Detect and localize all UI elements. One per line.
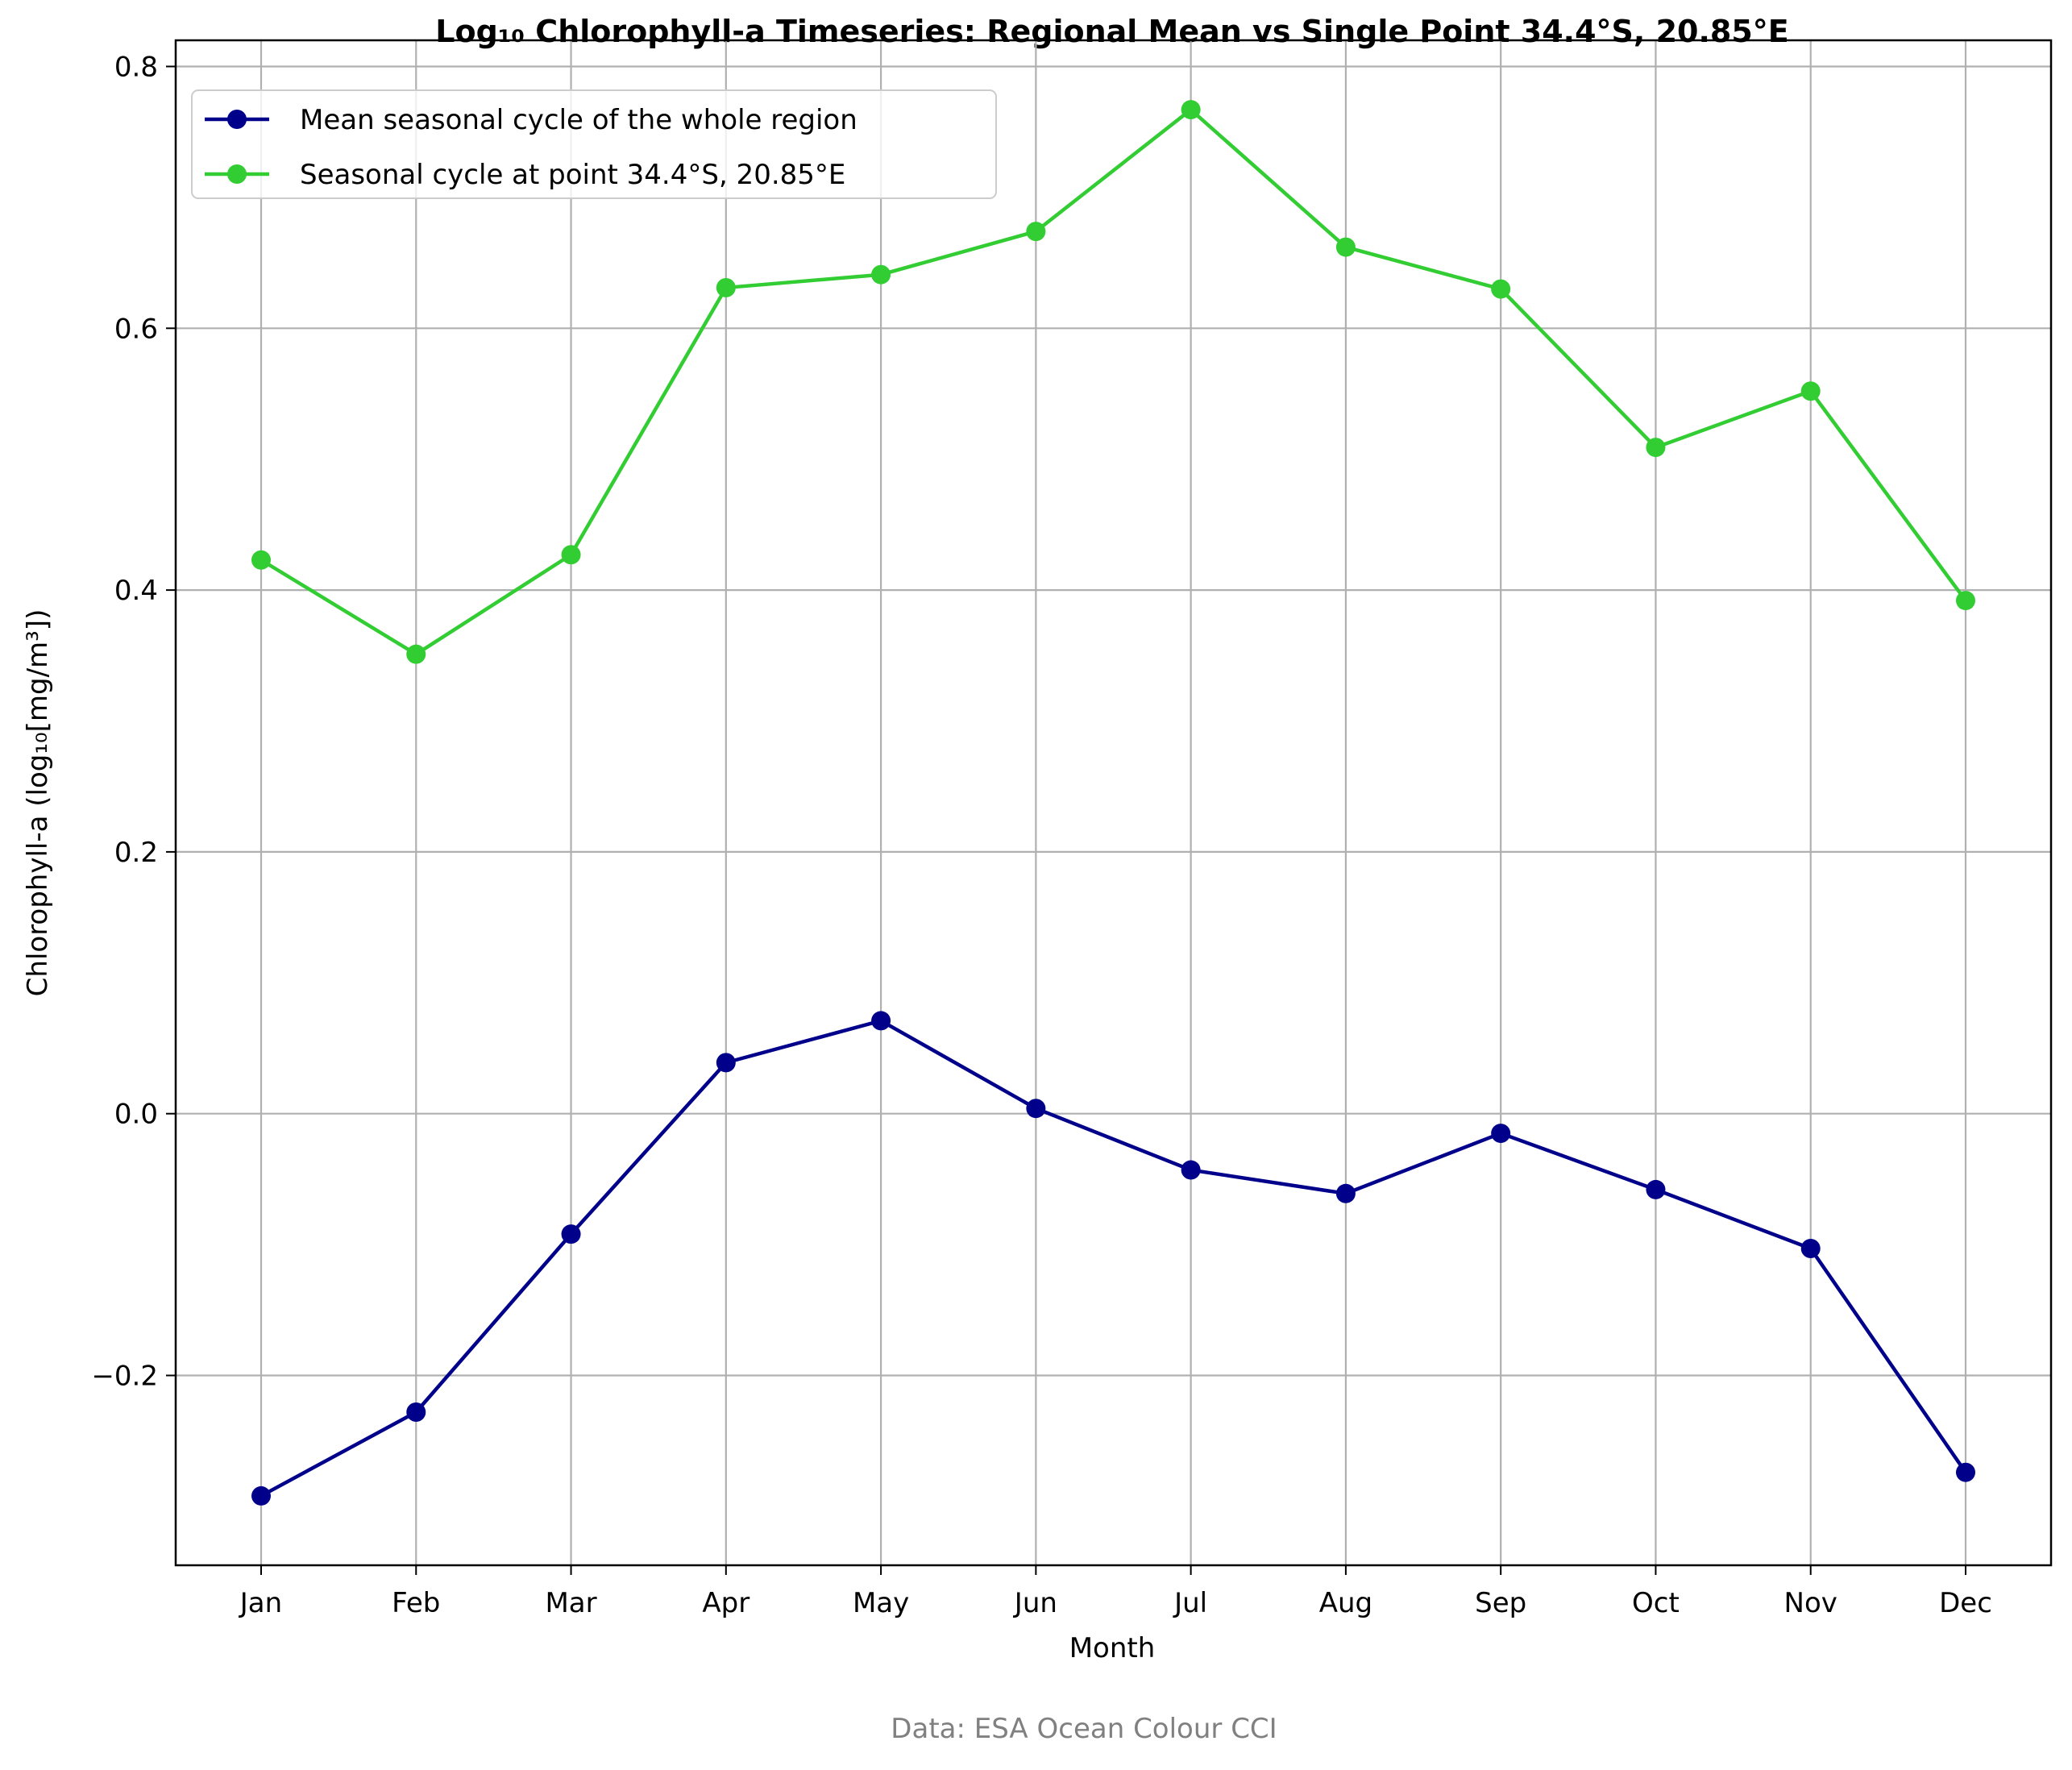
x-tick-label: Feb [392,1587,440,1619]
x-tick-label: Dec [1939,1587,1992,1619]
x-tick-label: Apr [702,1587,749,1619]
x-tick-label: Jun [1013,1587,1057,1619]
data-point [561,545,581,565]
data-point [1800,1238,1821,1258]
x-tick-label: Mar [545,1587,596,1619]
plot-frame [174,39,2053,1567]
y-tick-label: 0.2 [114,837,158,869]
data-point [1181,1160,1201,1180]
chart-title: Log₁₀ Chlorophyll-a Timeseries: Regional… [435,14,1788,49]
series-line-1 [260,1019,1967,1498]
data-point [716,277,736,297]
data-point [1646,1179,1666,1199]
data-point [1956,591,1975,611]
y-axis: −0.2 0.0 0.2 0.4 0.6 0.8 [91,51,176,1393]
y-tick-label: −0.2 [91,1361,158,1393]
data-point [871,1011,891,1031]
y-axis-label: Chlorophyll-a (log₁₀[mg/m³]) [22,609,54,997]
x-tick-label: Nov [1784,1587,1837,1619]
legend-entries: Mean seasonal cycle of the whole region S… [205,104,857,191]
legend-box [191,89,997,199]
data-point [561,1224,581,1244]
data-point [1491,279,1511,299]
data-point [1491,1124,1511,1144]
x-tick-label: Jul [1173,1587,1207,1619]
data-point [1956,1462,1975,1482]
y-tick-label: 0.8 [114,51,158,83]
legend: Mean seasonal cycle of the whole region S… [191,89,997,199]
data-point [1335,237,1356,257]
y-tick-label: 0.0 [114,1099,158,1131]
y-tick-label: 0.6 [114,313,158,345]
x-tick-label: May [853,1587,909,1619]
data-point [1181,100,1201,120]
data-point [406,644,426,664]
x-axis: Jan Feb Mar Apr May Jun Jul Aug Sep Oct Nov Dec [239,1565,1992,1619]
x-tick-label: Sep [1475,1587,1526,1619]
legend-marker [227,110,247,129]
y-tick-label: 0.4 [114,575,158,607]
data-point [1800,381,1821,401]
x-tick-label: Oct [1632,1587,1680,1619]
x-tick-label: Aug [1319,1587,1372,1619]
data-point [1335,1183,1356,1203]
data-point [251,1485,271,1506]
legend-label: Seasonal cycle at point 34.4°S, 20.85°E [300,159,845,191]
legend-label: Mean seasonal cycle of the whole region [300,104,857,136]
footnote: Data: ESA Ocean Colour CCI [891,1713,1277,1745]
data-point [716,1053,736,1073]
data-point [1646,438,1666,458]
series-line-2 [260,107,1967,656]
data-point [251,550,271,570]
x-tick-label: Jan [239,1587,282,1619]
data-point [871,264,891,285]
data-point [406,1402,426,1422]
legend-marker [227,164,247,184]
x-axis-label: Month [1069,1632,1156,1664]
data-point [1026,1099,1046,1119]
data-point [1026,222,1046,242]
series-layer [251,100,1975,1506]
